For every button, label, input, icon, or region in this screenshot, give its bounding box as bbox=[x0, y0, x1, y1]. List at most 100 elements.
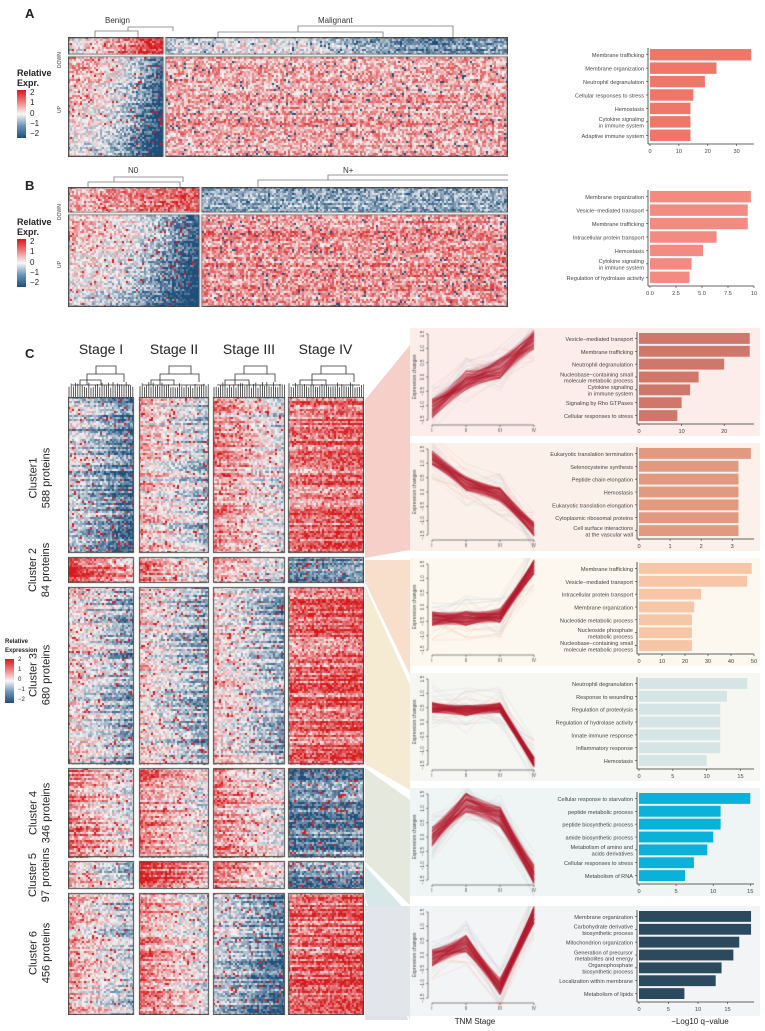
x-tick-label: 20 bbox=[721, 429, 727, 435]
heatmap-a bbox=[68, 37, 508, 157]
cluster-name: Cluster 4 bbox=[27, 790, 40, 836]
bar bbox=[639, 512, 739, 524]
cluster-label-5: Cluster 5 97 proteins bbox=[20, 848, 60, 902]
cluster-label-2: Cluster 2 84 proteins bbox=[20, 543, 60, 597]
category-label: Membrane organization bbox=[585, 195, 644, 201]
x-tick-label: 0 bbox=[637, 544, 640, 550]
bar bbox=[639, 742, 721, 754]
bar bbox=[639, 729, 721, 741]
trend-chart-cluster6 bbox=[410, 906, 540, 1014]
bar bbox=[639, 460, 739, 472]
row-group-up-a: UP bbox=[57, 106, 63, 113]
cluster-heatmap-c bbox=[68, 397, 364, 1015]
legend-title-line2: Expr. bbox=[17, 227, 40, 237]
bar bbox=[639, 601, 695, 613]
category-label: Cellular responses to stress bbox=[564, 414, 633, 420]
row-group-down-b: DOWN bbox=[57, 204, 63, 220]
legend-title-line2: Expr. bbox=[17, 78, 40, 88]
stage-title-1: Stage I bbox=[78, 341, 124, 357]
stage-dendrogram bbox=[288, 365, 364, 400]
x-tick-label: 20 bbox=[682, 659, 688, 665]
category-label: Metabolism of amino and acids derivatives bbox=[571, 845, 634, 857]
x-tick-label: 0.0 bbox=[646, 291, 654, 297]
bar bbox=[650, 231, 717, 243]
category-label: Membrane trafficking bbox=[592, 53, 644, 59]
cluster-name: Cluster1 bbox=[27, 457, 40, 498]
category-label: Nucleoside phosphate metabolic process bbox=[578, 628, 634, 640]
panel-letter-b: B bbox=[25, 178, 35, 193]
x-tick-label: 10 bbox=[678, 429, 684, 435]
stage-title-2: Stage II bbox=[149, 341, 199, 357]
category-label: Vesicle−mediated transport bbox=[576, 209, 644, 215]
bar bbox=[650, 49, 752, 61]
category-label: Regulation of hydrolase activity bbox=[567, 276, 645, 282]
enrichment-bar-chart-b: Membrane organization Vesicle−mediated tr… bbox=[567, 190, 757, 297]
x-tick-label: 5 bbox=[675, 889, 678, 895]
bar bbox=[639, 936, 740, 948]
category-label: Hemostasis bbox=[604, 759, 633, 765]
cluster-row-2: Eukaryotic translation termination Seleno… bbox=[410, 443, 760, 551]
category-label: Cytokine signaling in immune system bbox=[599, 259, 645, 271]
category-label: Nucleobase−containing small molecule meta… bbox=[560, 641, 633, 653]
cluster-count: 588 proteins bbox=[40, 447, 53, 508]
trend-chart-cluster1 bbox=[410, 328, 540, 436]
x-tick-label: 40 bbox=[728, 659, 734, 665]
x-tick-label: 2 bbox=[700, 544, 703, 550]
legend-tick: 2 bbox=[18, 657, 22, 663]
stage-dendrogram bbox=[68, 365, 134, 400]
x-tick-label: 30 bbox=[734, 149, 740, 155]
panel-letter-a: A bbox=[25, 6, 35, 21]
legend-title: Relative Expr. bbox=[17, 217, 52, 237]
category-label: Membrane trafficking bbox=[581, 350, 633, 356]
legend-title-line2: Expression bbox=[5, 648, 38, 654]
bar bbox=[639, 857, 694, 869]
category-label: Eukaryotic translation termination bbox=[550, 452, 633, 458]
bar bbox=[650, 62, 717, 74]
category-label: Metabolism of RNA bbox=[585, 874, 633, 880]
dendrogram-a bbox=[94, 25, 454, 38]
cluster-row-5: Cellular response to starvation peptide m… bbox=[410, 788, 760, 896]
bar bbox=[639, 345, 750, 357]
bar bbox=[639, 563, 752, 574]
trend-chart-cluster5 bbox=[410, 788, 540, 896]
x-tick-label: 3 bbox=[731, 544, 734, 550]
cluster-row-6: Membrane organization Carbohydrate deriva… bbox=[410, 906, 760, 1014]
x-tick-label: 0 bbox=[637, 659, 640, 665]
legend-tick: 0 bbox=[30, 257, 35, 267]
bar bbox=[639, 818, 721, 830]
legend-tick: 2 bbox=[30, 237, 35, 246]
x-tick-label: 0 bbox=[637, 429, 640, 435]
x-tick-label: 5 bbox=[671, 774, 674, 780]
cluster-row-1: Vesicle−mediated transport Membrane traff… bbox=[410, 328, 760, 436]
dendrogram-branches bbox=[68, 365, 134, 400]
x-tick-label: 1 bbox=[669, 544, 672, 550]
legend-tick: 2 bbox=[30, 88, 35, 97]
category-label: Intracellular protein transport bbox=[562, 593, 634, 599]
cluster-count: 346 proteins bbox=[40, 782, 53, 844]
bar bbox=[639, 486, 739, 498]
bar bbox=[639, 525, 739, 536]
category-label: Peptide chain elongation bbox=[572, 478, 633, 484]
bar bbox=[639, 410, 678, 421]
connector-cluster3 bbox=[365, 586, 410, 790]
legend-a: Relative Expr. 2 1 0 −1 −2 bbox=[17, 68, 52, 138]
bar bbox=[639, 678, 748, 689]
cluster-name: Cluster 5 bbox=[27, 852, 39, 898]
category-label: Membrane trafficking bbox=[581, 567, 633, 573]
bar bbox=[639, 448, 751, 459]
stage-dendrograms bbox=[68, 365, 364, 400]
bar bbox=[639, 690, 727, 702]
bar bbox=[639, 716, 721, 728]
bar bbox=[650, 116, 691, 128]
category-label: Neutrophil degranulation bbox=[583, 80, 644, 86]
bar bbox=[650, 258, 692, 270]
category-label: Carbohydrate derivative biosynthetic proc… bbox=[574, 925, 634, 937]
x-tick-label: 15 bbox=[724, 1007, 730, 1013]
category-label: Intracellular protein transport bbox=[573, 236, 645, 242]
x-tick-label: 0 bbox=[637, 889, 640, 895]
enrichment-bar-chart-cluster2: Eukaryotic translation termination Seleno… bbox=[550, 447, 754, 550]
bar bbox=[639, 923, 752, 935]
legend-tick: −1 bbox=[18, 687, 25, 693]
x-tick-label: 20 bbox=[705, 149, 711, 155]
category-label: Cellular responses to stress bbox=[575, 94, 644, 100]
